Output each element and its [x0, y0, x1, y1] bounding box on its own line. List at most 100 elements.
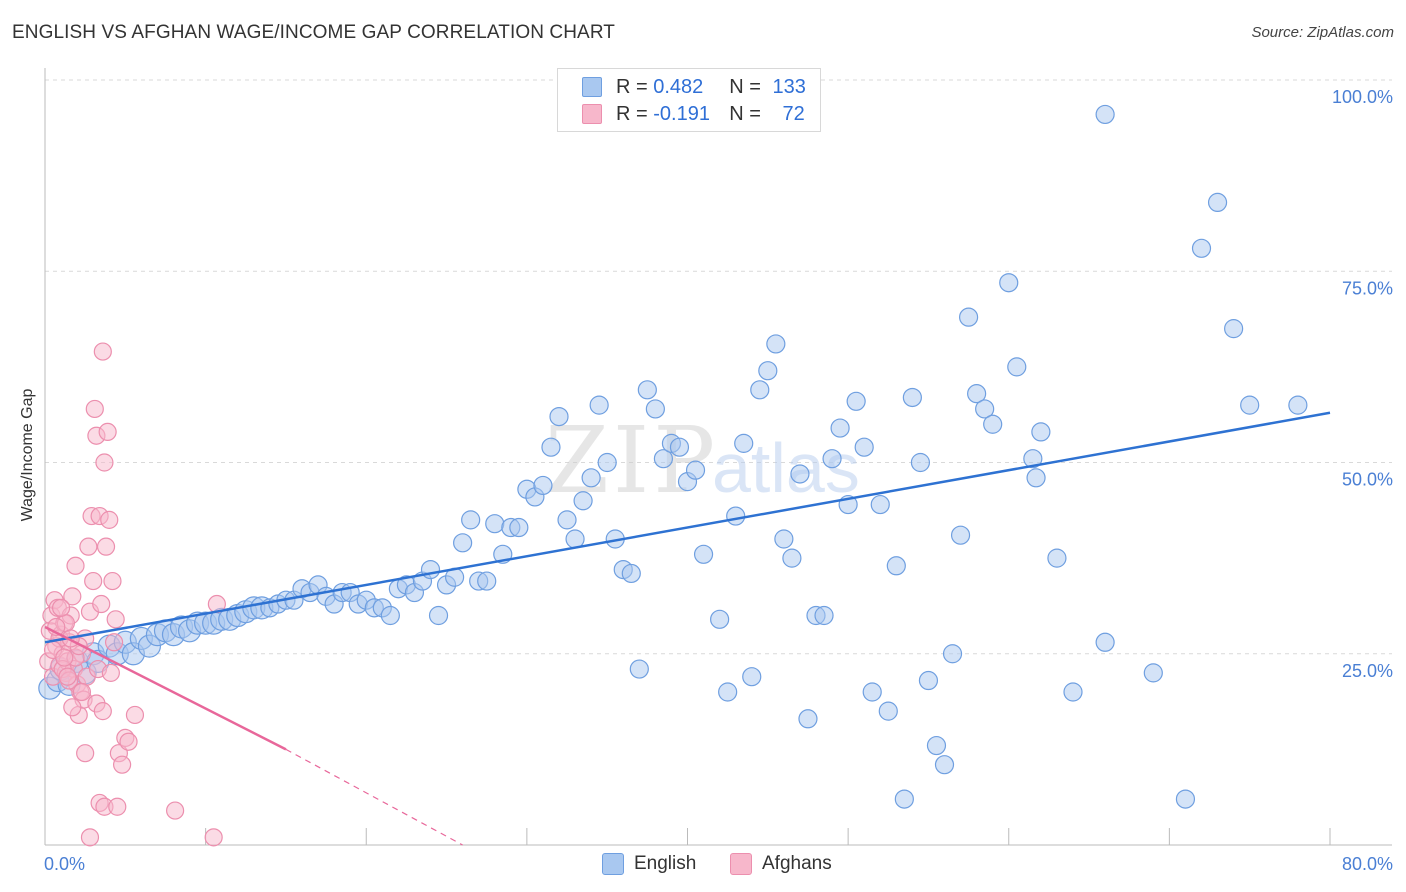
english-point [1240, 395, 1260, 415]
english-swatch [582, 77, 602, 97]
english-point [926, 735, 947, 756]
afghans-point [166, 801, 185, 820]
english-point [870, 494, 890, 515]
english-point [581, 468, 601, 488]
afghans-r-label: R = [616, 102, 654, 125]
afghans-point [108, 797, 127, 816]
watermark-atlas: atlas [712, 429, 860, 507]
english-point [589, 395, 609, 415]
english-n-value: 133 [772, 75, 806, 98]
english-point [1095, 104, 1115, 125]
english-point [726, 506, 746, 526]
english-point [541, 437, 561, 457]
english-point [693, 544, 714, 564]
english-point [485, 514, 505, 534]
english-point [685, 460, 706, 480]
english-point [710, 609, 730, 629]
afghans-point [103, 571, 122, 591]
afghans-point [72, 682, 92, 702]
english-point [983, 414, 1003, 434]
english-point [854, 437, 874, 457]
afghans-point [63, 587, 82, 606]
english-point [846, 391, 866, 411]
english-point [557, 510, 577, 530]
english-point [533, 475, 553, 496]
bottom-legend-english[interactable]: English [602, 852, 696, 876]
english-point [830, 418, 850, 438]
english-point [910, 452, 931, 473]
english-point [862, 682, 882, 702]
afghans-point [93, 342, 112, 361]
afghans-point [93, 702, 112, 721]
afghans-trend-extension [285, 748, 463, 846]
afghans-point [204, 828, 223, 847]
english-point [967, 384, 987, 404]
english-point [878, 701, 898, 721]
english-point [975, 399, 995, 419]
chart-title: ENGLISH VS AFGHAN WAGE/INCOME GAP CORREL… [12, 22, 615, 43]
source-label: Source: ZipAtlas.com [1251, 24, 1394, 41]
afghans-r-value: -0.191 [653, 102, 710, 125]
english-point [509, 517, 529, 538]
english-point [902, 387, 922, 408]
y-tick-label: 75.0% [1342, 278, 1393, 298]
english-point [1224, 319, 1244, 339]
afghans-point [63, 698, 82, 717]
afghans-legend-label: Afghans [762, 853, 832, 874]
english-point [742, 667, 762, 687]
tick-labels: 25.0% 50.0% 75.0% 100.0% 0.0% 80.0% [44, 87, 1393, 874]
english-point [1031, 422, 1051, 442]
afghans-point [92, 594, 111, 614]
legend-row-afghans: R = -0.191 N = 72 [582, 102, 805, 126]
afghans-point [119, 732, 138, 751]
english-point [718, 682, 738, 702]
afghans-point [51, 598, 71, 617]
english-point [420, 559, 441, 580]
english-point [629, 659, 649, 679]
english-point [1191, 238, 1212, 258]
afghans-point [58, 667, 77, 686]
y-tick-label: 100.0% [1332, 87, 1393, 107]
correlation-legend: R = 0.482 N = 133 R = -0.191 N = 72 [557, 68, 821, 132]
english-point [1007, 357, 1027, 377]
english-point [942, 644, 963, 664]
afghans-swatch [582, 104, 602, 124]
afghans-point [106, 610, 125, 629]
english-point [790, 464, 810, 484]
afghans-point [96, 537, 116, 556]
afghans-point [100, 510, 119, 529]
afghans-legend-swatch [730, 853, 752, 875]
trend-lines [44, 411, 1331, 846]
english-point [453, 533, 473, 553]
english-point [918, 670, 939, 691]
english-point [758, 361, 778, 381]
english-point [573, 491, 593, 511]
english-point [822, 449, 842, 469]
english-point [597, 452, 617, 473]
english-point [782, 548, 802, 568]
afghans-trend-line [44, 625, 287, 751]
english-point [428, 605, 449, 626]
afghans-point [79, 537, 98, 556]
afghans-point [95, 453, 114, 472]
english-point [477, 571, 497, 591]
afghans-point [101, 663, 120, 682]
english-point [380, 605, 400, 626]
english-point [549, 407, 569, 427]
english-point [886, 556, 906, 576]
bottom-legend-afghans[interactable]: Afghans [730, 852, 832, 876]
english-point [645, 399, 665, 419]
afghans-point [85, 399, 104, 419]
english-legend-label: English [634, 853, 697, 874]
english-point [621, 563, 641, 584]
afghans-n-value: 72 [782, 102, 805, 125]
english-point [734, 433, 754, 453]
english-point [669, 437, 690, 457]
english-point [1026, 468, 1046, 488]
english-point [1207, 192, 1228, 212]
afghans-point [80, 828, 100, 847]
afghans-point [76, 744, 95, 763]
afghans-series [39, 342, 226, 847]
afghans-point [84, 571, 103, 591]
gridlines [45, 79, 1392, 655]
